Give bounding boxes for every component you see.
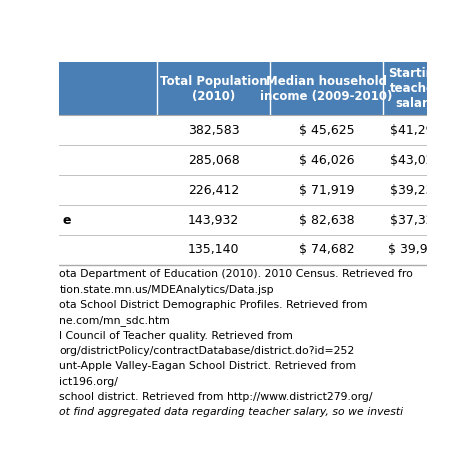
Text: school district. Retrieved from http://www.district279.org/: school district. Retrieved from http://w… xyxy=(59,392,373,402)
Text: ne.com/mn_sdc.htm: ne.com/mn_sdc.htm xyxy=(59,315,170,326)
Text: ot find aggregated data regarding teacher salary, so we investi: ot find aggregated data regarding teache… xyxy=(59,407,403,417)
Text: ota School District Demographic Profiles. Retrieved from: ota School District Demographic Profiles… xyxy=(59,300,368,310)
Bar xyxy=(52,63,449,115)
Bar xyxy=(52,205,449,235)
Text: 382,583: 382,583 xyxy=(188,124,239,137)
Text: 226,412: 226,412 xyxy=(188,183,239,197)
Text: 135,140: 135,140 xyxy=(188,244,239,256)
Bar xyxy=(52,175,449,205)
Text: $41,292: $41,292 xyxy=(390,124,441,137)
Text: Starting
teacher
salary: Starting teacher salary xyxy=(388,67,443,110)
Text: 143,932: 143,932 xyxy=(188,213,239,227)
Text: tion.state.mn.us/MDEAnalytics/Data.jsp: tion.state.mn.us/MDEAnalytics/Data.jsp xyxy=(59,284,274,295)
Text: $ 74,682: $ 74,682 xyxy=(299,244,354,256)
Text: $43,021: $43,021 xyxy=(390,154,441,167)
Text: $ 46,026: $ 46,026 xyxy=(299,154,354,167)
Text: org/districtPolicy/contractDatabase/district.do?id=252: org/districtPolicy/contractDatabase/dist… xyxy=(59,346,355,356)
Text: Median household
income (2009-2010): Median household income (2009-2010) xyxy=(260,75,392,103)
Text: ict196.org/: ict196.org/ xyxy=(59,377,118,387)
Text: e: e xyxy=(63,213,72,227)
Bar xyxy=(52,235,449,265)
Text: $ 82,638: $ 82,638 xyxy=(299,213,354,227)
Text: $ 39,935: $ 39,935 xyxy=(388,244,443,256)
Text: ota Department of Education (2010). 2010 Census. Retrieved fro: ota Department of Education (2010). 2010… xyxy=(59,269,413,279)
Text: l Council of Teacher quality. Retrieved from: l Council of Teacher quality. Retrieved … xyxy=(59,331,293,341)
Text: $37,324: $37,324 xyxy=(390,213,441,227)
Text: Total Population
(2010): Total Population (2010) xyxy=(160,75,267,103)
Text: 285,068: 285,068 xyxy=(188,154,239,167)
Text: $ 71,919: $ 71,919 xyxy=(299,183,354,197)
Text: unt-Apple Valley-Eagan School District. Retrieved from: unt-Apple Valley-Eagan School District. … xyxy=(59,361,356,371)
Text: $39,233: $39,233 xyxy=(390,183,441,197)
Bar xyxy=(52,145,449,175)
Bar xyxy=(52,115,449,145)
Text: $ 45,625: $ 45,625 xyxy=(299,124,354,137)
